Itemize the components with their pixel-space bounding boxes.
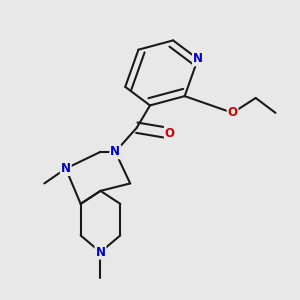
Text: N: N	[61, 162, 71, 175]
Text: O: O	[165, 127, 175, 140]
Text: O: O	[228, 106, 238, 119]
Text: N: N	[193, 52, 203, 65]
Text: N: N	[95, 246, 106, 259]
Text: N: N	[110, 146, 120, 158]
